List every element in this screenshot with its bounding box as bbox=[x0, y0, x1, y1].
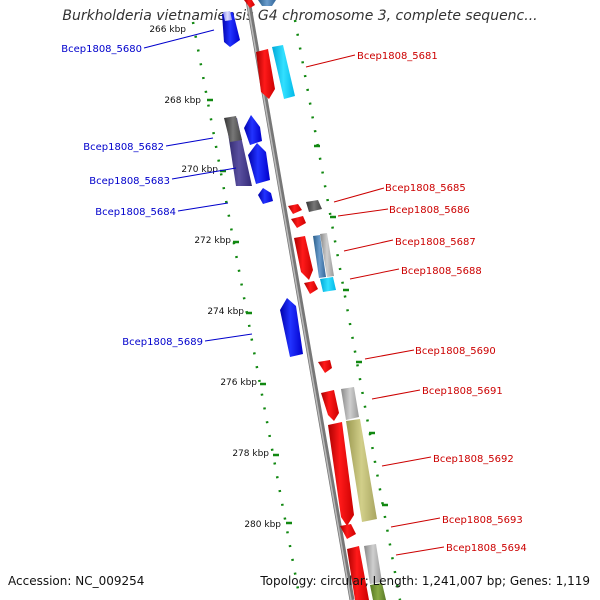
scale-label-276: 276 kbp bbox=[220, 378, 257, 388]
gene-label-5689[interactable]: Bcep1808_5689 bbox=[122, 337, 203, 348]
scale-label-272: 272 kbp bbox=[194, 236, 231, 246]
gene-label-5682[interactable]: Bcep1808_5682 bbox=[83, 142, 164, 153]
leader-5688 bbox=[349, 268, 400, 280]
genome-backbone bbox=[245, 0, 355, 600]
gene-label-5687[interactable]: Bcep1808_5687 bbox=[395, 237, 476, 248]
scale-label-270: 270 kbp bbox=[181, 165, 218, 175]
scale-label-268: 268 kbp bbox=[164, 96, 201, 106]
topology-text: Topology: circular; Length: 1,241,007 bp… bbox=[260, 574, 590, 588]
leader-5691 bbox=[371, 389, 421, 400]
leader-5694 bbox=[395, 546, 445, 556]
gene-5688[interactable] bbox=[304, 277, 336, 294]
leader-5682 bbox=[165, 137, 214, 147]
gene-5689[interactable] bbox=[280, 298, 303, 357]
gene-label-5685[interactable]: Bcep1808_5685 bbox=[385, 183, 466, 194]
leader-5685 bbox=[333, 187, 385, 203]
map-title: Burkholderia vietnamiensis G4 chromosome… bbox=[62, 8, 538, 24]
gene-5690[interactable] bbox=[318, 360, 332, 373]
gene-5685[interactable] bbox=[288, 204, 302, 214]
gene-5681[interactable] bbox=[244, 0, 295, 99]
leader-5687 bbox=[343, 239, 394, 252]
gene-label-5690[interactable]: Bcep1808_5690 bbox=[415, 346, 496, 357]
leader-5681 bbox=[305, 54, 356, 68]
gene-5683[interactable] bbox=[248, 143, 270, 184]
scale-label-280: 280 kbp bbox=[244, 520, 281, 530]
gene-label-5680[interactable]: Bcep1808_5680 bbox=[61, 44, 142, 55]
gene-5692[interactable] bbox=[328, 419, 377, 526]
gene-label-5684[interactable]: Bcep1808_5684 bbox=[95, 207, 176, 218]
gene-label-5683[interactable]: Bcep1808_5683 bbox=[89, 176, 170, 187]
leader-5683 bbox=[171, 167, 237, 180]
gene-5691[interactable] bbox=[321, 387, 359, 421]
gene-5687[interactable] bbox=[294, 233, 334, 280]
gene-5680[interactable] bbox=[222, 11, 240, 47]
gene-label-5692[interactable]: Bcep1808_5692 bbox=[433, 454, 514, 465]
leader-5684 bbox=[177, 202, 229, 212]
gene-label-5694[interactable]: Bcep1808_5694 bbox=[446, 543, 527, 554]
leader-5692 bbox=[381, 456, 432, 467]
gene-5684[interactable] bbox=[258, 188, 273, 204]
gene-label-5686[interactable]: Bcep1808_5686 bbox=[389, 205, 470, 216]
gene-5694[interactable] bbox=[347, 544, 386, 600]
leader-5689 bbox=[204, 333, 253, 342]
gene-5682[interactable] bbox=[224, 115, 262, 186]
gene-label-5688[interactable]: Bcep1808_5688 bbox=[401, 266, 482, 277]
leader-5693 bbox=[390, 517, 441, 528]
accession-text: Accession: NC_009254 bbox=[8, 574, 145, 588]
leader-5680 bbox=[143, 29, 215, 49]
gene-5686[interactable] bbox=[291, 200, 322, 228]
gene-label-5691[interactable]: Bcep1808_5691 bbox=[422, 386, 503, 397]
scale-label-278: 278 kbp bbox=[232, 449, 269, 459]
gene-label-5693[interactable]: Bcep1808_5693 bbox=[442, 515, 523, 526]
leader-5690 bbox=[364, 349, 415, 360]
leader-5686 bbox=[337, 208, 389, 217]
gene-5693[interactable] bbox=[340, 524, 356, 539]
gene-label-5681[interactable]: Bcep1808_5681 bbox=[357, 51, 438, 62]
scale-label-274: 274 kbp bbox=[207, 307, 244, 317]
forward-track-guide bbox=[293, 19, 402, 600]
scale-label-266: 266 kbp bbox=[149, 25, 186, 35]
tick-marks bbox=[207, 98, 388, 525]
